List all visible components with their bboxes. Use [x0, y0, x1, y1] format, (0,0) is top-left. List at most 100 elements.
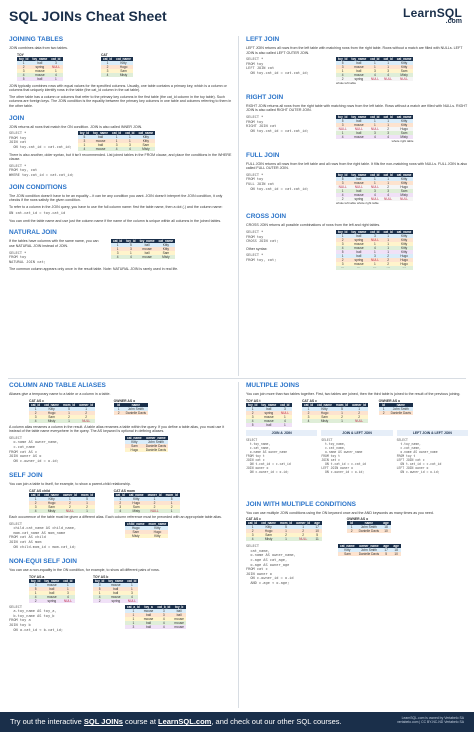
cross-join-example: SELECT * FROM toy CROSS JOIN cat; Other …: [246, 229, 468, 270]
table-cell: 1: [61, 586, 75, 591]
column-header: mom_id: [60, 402, 78, 407]
table-cell: 1: [368, 122, 382, 127]
table-cell: 1: [368, 61, 382, 66]
table-cell: 4: [336, 73, 350, 78]
table-cell: 2: [163, 504, 180, 509]
table-row: 4 Misty: [100, 72, 133, 77]
column-header: owner_id: [350, 402, 369, 407]
table-cell: 17: [381, 548, 392, 553]
table-header-row: cat_id cat_name mom_id owner_id: [301, 402, 369, 407]
cat-table: CAT AS c cat_id cat_name mom_id owner_id 1 Ki…: [29, 399, 96, 423]
child-table: CAT AS child cat_id cat_name owner_id mom_i…: [29, 489, 96, 513]
page-title: SQL JOINs Cheat Sheet: [9, 8, 167, 24]
table-cell: NULL: [60, 508, 79, 513]
table-cell: NULL: [349, 184, 369, 189]
table-cell: 4: [301, 418, 316, 423]
table-cell: 10: [391, 552, 402, 557]
result-table: toy_id toy_name cat_id cat_id cat_name 5 ball 1…: [336, 172, 414, 208]
table-cell: ball: [349, 130, 369, 135]
variant-join-left-join: JOIN & LEFT JOIN SELECT t.toy_name, c.ca…: [321, 429, 393, 477]
table-cell: Sam: [394, 69, 414, 74]
toy-table: TOY AS t toy_id toy_name cat_id 1 ball 3 2 spri…: [246, 399, 292, 427]
data-table: toy_id toy_name cat_id cat_id cat_name 5 ball 1…: [336, 114, 414, 139]
table-cell: 4: [155, 620, 173, 625]
learnsql-link[interactable]: LearnSQL.com: [158, 717, 212, 726]
non-equi-tables: TOY AS a toy_id toy_name cat_id 3 mouse 1 5 bal…: [9, 575, 233, 603]
table-cell: 1: [368, 249, 382, 254]
table-cell: Sam: [338, 552, 357, 557]
paragraph: Aliases give a temporary name to a table…: [9, 392, 111, 396]
table-cell: NULL: [49, 64, 63, 69]
table-cell: 4: [155, 616, 173, 621]
table-cell: mouse: [172, 620, 186, 625]
table-row: 2 spring NULL 1 Kitty: [336, 237, 414, 242]
table-cell: 3: [381, 130, 395, 135]
table-cell: 3: [246, 533, 260, 538]
column-header: id: [346, 521, 357, 526]
table-cell: Kitty: [394, 237, 414, 242]
data-table: id name age 1 John Smith 18 2 Danielle Davis 10: [346, 521, 391, 534]
learnsql-logo[interactable]: LearnSQL .com: [403, 6, 462, 25]
paragraph: You can join a table to itself, for exam…: [9, 482, 131, 487]
table-row: Hugo Kitty: [125, 525, 169, 530]
footer-text: Try out the interactive SQL JOINs course…: [10, 717, 342, 726]
table-cell: Sam: [125, 443, 144, 448]
table-cell: 3: [368, 233, 382, 238]
table-cell: 2: [378, 410, 389, 415]
table-cell: Kitty: [156, 243, 176, 248]
table-cell: 1: [381, 249, 395, 254]
column-header: toy_name: [259, 402, 279, 407]
column-header: cat_id: [368, 172, 382, 177]
table-cell: mouse: [349, 73, 369, 78]
table-cell: Hugo: [146, 529, 169, 534]
table-cell: Hugo: [259, 529, 278, 534]
data-table: cat_name owner_name Kitty John Smith Sam Dani…: [125, 435, 169, 452]
column-header: cat_id: [100, 56, 115, 61]
table-cell: 1: [78, 500, 96, 505]
table-cell: 4: [29, 508, 43, 513]
table-cell: ···: [394, 265, 414, 270]
table-cell: 18: [391, 548, 402, 553]
table-cell: 1: [381, 118, 395, 123]
table-row: 1 ball 3: [17, 60, 63, 65]
natural-join-example: If the tables have columns with the same…: [9, 239, 233, 267]
table-cell: Kitty: [394, 176, 414, 181]
table-cell: 1: [125, 612, 142, 617]
table-cell: 3: [301, 414, 316, 419]
table-cell: mouse: [172, 616, 186, 621]
data-table: cat_id toy_id toy_name cat_name 1 5 ball Kitty 1…: [111, 239, 176, 260]
column-divider-bottom: [238, 382, 239, 708]
table-cell: 1: [368, 176, 382, 181]
non-equi-example: SELECT a.toy_name AS toy_a, b.toy_name A…: [9, 604, 233, 636]
table-cell: 1: [336, 253, 350, 258]
paragraph: To refer to a column in the JOIN query, …: [9, 204, 223, 209]
table-cell: 5: [17, 76, 31, 81]
table-cell: 3: [113, 504, 127, 509]
code-block: SELECT a.toy_name AS toy_a, b.toy_name A…: [9, 604, 64, 632]
table-cell: NULL: [381, 77, 395, 82]
self-join-tables: CAT AS child cat_id cat_name owner_id mom_i…: [9, 489, 233, 513]
table-cell: 2: [381, 253, 395, 258]
column-header: cat_id: [113, 492, 127, 497]
result-table: cat_name owner_name Kitty John Smith Sam Dani…: [125, 435, 169, 467]
table-cell: 1: [368, 180, 382, 185]
multi-condition-tables: CAT AS c cat_id cat_name mom_id owner_id age…: [246, 517, 468, 542]
table-cell: 3: [336, 122, 350, 127]
sql-joins-course-link[interactable]: SQL JOINs: [83, 717, 123, 726]
table-cell: John Smith: [143, 439, 169, 444]
table-cell: Kitty: [114, 60, 133, 65]
table-cell: mouse: [141, 616, 156, 621]
section-title: JOINING TABLES: [9, 36, 64, 43]
table-cell: John Smith: [123, 406, 148, 411]
footer-text-mid: course at: [122, 717, 158, 726]
table-row: 4 mouse 4 4 Misty: [77, 147, 156, 152]
table-cell: 1: [123, 139, 137, 144]
table-row: 4 Misty 1 NULL: [301, 418, 369, 423]
table-cell: Misty: [42, 418, 61, 423]
column-header: cat_name: [338, 544, 357, 549]
table-row: 2 spring NULL 2 Hugo: [336, 257, 414, 262]
table-row: 5 ball 1 1 Kitty: [336, 61, 414, 66]
code-block: SELECT t.toy_name, c.cat_name, o.name AS…: [321, 437, 367, 474]
table-cell: ball: [349, 233, 369, 238]
table-cell: ball: [172, 612, 186, 617]
